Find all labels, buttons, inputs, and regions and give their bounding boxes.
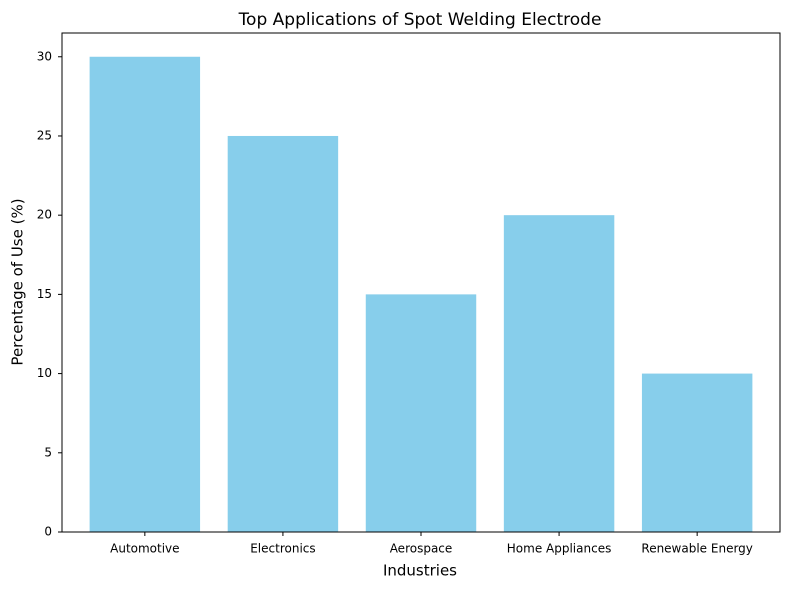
bar xyxy=(227,135,339,532)
bar xyxy=(641,373,753,532)
y-tick-label: 0 xyxy=(44,525,52,539)
x-tick-label: Aerospace xyxy=(390,542,453,556)
bar xyxy=(503,215,615,532)
x-tick-label: Automotive xyxy=(110,542,179,556)
plot-frame xyxy=(61,32,781,533)
chart-title: Top Applications of Spot Welding Electro… xyxy=(238,10,602,30)
y-tick-label: 30 xyxy=(37,49,52,63)
y-tick-label: 20 xyxy=(37,208,52,222)
y-tick-label: 5 xyxy=(44,445,52,459)
x-axis-label: Industries xyxy=(383,562,457,580)
y-tick-label: 15 xyxy=(37,287,52,301)
y-tick-label: 25 xyxy=(37,128,52,142)
y-axis-label: Percentage of Use (%) xyxy=(9,198,27,365)
x-tick-label: Renewable Energy xyxy=(641,542,753,556)
x-tick-label: Home Appliances xyxy=(507,542,612,556)
x-tick-label: Electronics xyxy=(250,542,315,556)
bar xyxy=(89,56,201,533)
bar xyxy=(365,294,477,532)
y-tick-label: 10 xyxy=(37,366,52,380)
